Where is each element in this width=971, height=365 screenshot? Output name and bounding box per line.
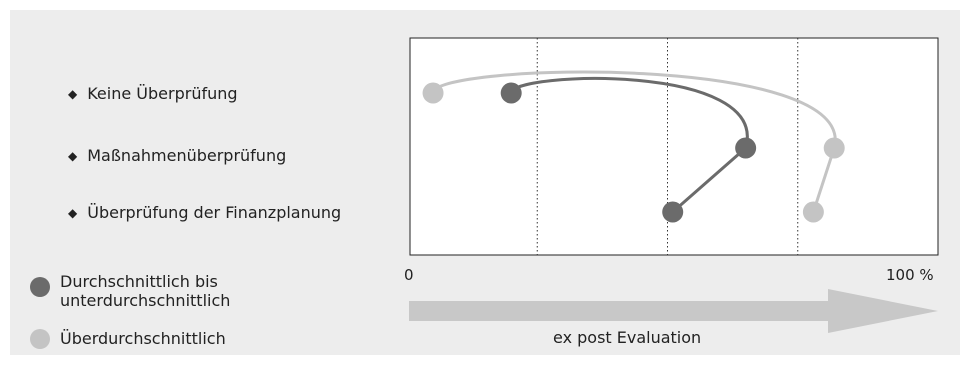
legend-label: Durchschnittlich bis unterdurchschnittli…	[60, 272, 231, 310]
x-tick-label: 0	[404, 266, 414, 284]
plot-area	[409, 37, 939, 256]
data-point	[662, 201, 684, 223]
data-point	[422, 82, 444, 104]
x-tick-label: 100 %	[886, 266, 934, 284]
category-label-row: ◆ Überprüfung der Finanzplanung	[68, 203, 341, 222]
data-point	[500, 82, 522, 104]
series-line	[509, 77, 749, 214]
data-point	[823, 137, 845, 159]
category-label-row: ◆ Keine Überprüfung	[68, 84, 238, 103]
legend-label: Überdurchschnittlich	[60, 329, 226, 348]
legend-swatch	[30, 329, 50, 349]
category-label: Keine Überprüfung	[87, 84, 238, 103]
x-axis-arrow	[409, 289, 938, 333]
legend-item: Durchschnittlich bis unterdurchschnittli…	[30, 272, 290, 310]
legend-item: Überdurchschnittlich	[30, 329, 290, 349]
diamond-bullet-icon: ◆	[68, 148, 78, 163]
category-label: Maßnahmenüberprüfung	[87, 146, 287, 165]
diamond-bullet-icon: ◆	[68, 205, 78, 220]
category-label-row: ◆ Maßnahmenüberprüfung	[68, 146, 286, 165]
series-line	[431, 70, 837, 213]
diamond-bullet-icon: ◆	[68, 86, 78, 101]
legend-swatch	[30, 277, 50, 297]
data-point	[802, 201, 824, 223]
category-label: Überprüfung der Finanzplanung	[87, 203, 342, 222]
data-point	[735, 137, 757, 159]
x-axis-title: ex post Evaluation	[553, 328, 702, 347]
